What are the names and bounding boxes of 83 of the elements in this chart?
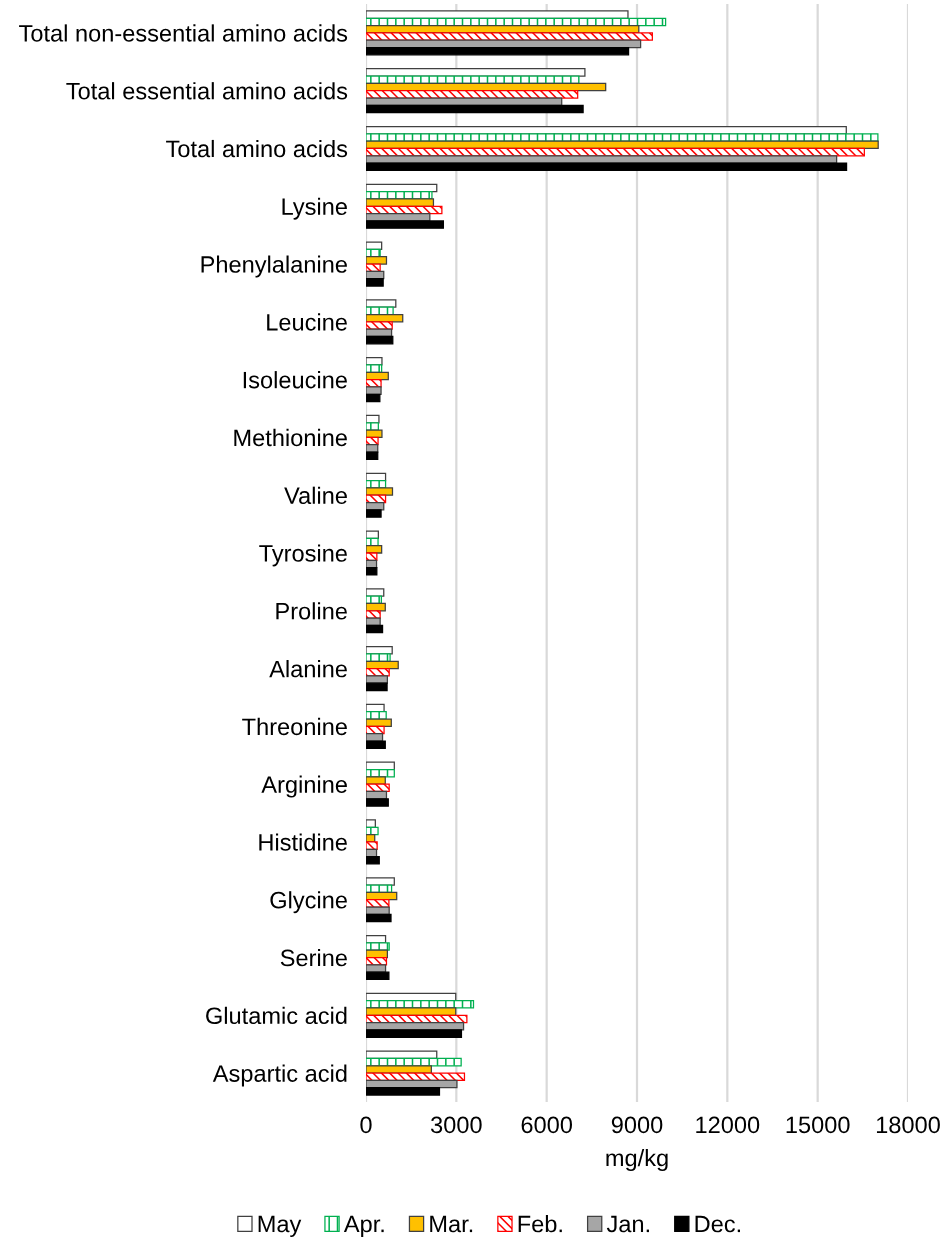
bar <box>366 1007 457 1016</box>
bar <box>366 552 378 561</box>
legend-label: Jan. <box>606 1215 649 1233</box>
y-tick-label: Aspartic acid <box>212 1064 347 1087</box>
bar <box>366 841 378 850</box>
bar <box>366 819 376 828</box>
y-tick-label: Glutamic acid <box>206 1006 347 1025</box>
bar <box>366 263 381 272</box>
x-tick-label: 3000 <box>430 1116 482 1134</box>
bar <box>366 162 848 172</box>
legend-label: May <box>258 1215 302 1238</box>
bar <box>366 718 392 727</box>
y-tick-label: Valine <box>284 486 347 504</box>
bar <box>366 776 386 785</box>
y-tick-label: Lysine <box>282 197 347 220</box>
y-tick-label: Alanine <box>269 660 347 678</box>
bar <box>366 10 629 19</box>
bar <box>366 321 393 330</box>
bar <box>366 682 388 692</box>
y-tick-label: Glycine <box>270 891 347 914</box>
x-tick-label: 12000 <box>696 1116 760 1134</box>
y-tick-label: Total essential amino acids <box>66 82 348 100</box>
y-tick-label: Histidine <box>259 833 347 851</box>
y-tick-label: Threonine <box>242 717 347 736</box>
legend-label: Feb. <box>518 1214 562 1233</box>
bar <box>366 241 383 251</box>
y-tick-label: Arginine <box>261 775 347 798</box>
legend-label: Dec. <box>695 1215 741 1233</box>
legend-label: Apr. <box>343 1215 384 1238</box>
bar <box>366 913 392 923</box>
bar <box>366 386 382 395</box>
y-tick-label: Proline <box>276 602 347 620</box>
bar <box>366 393 381 403</box>
bar <box>366 299 397 308</box>
y-tick-label: Methionine <box>234 428 347 447</box>
bar <box>366 487 394 496</box>
bar <box>366 104 584 114</box>
bar <box>366 220 445 229</box>
y-tick-label: Total non-essential amino acids <box>19 24 348 42</box>
bar <box>366 46 630 56</box>
bar <box>366 740 386 749</box>
y-tick-label: Serine <box>280 948 347 967</box>
bar <box>366 1029 463 1038</box>
x-tick-label: 6000 <box>521 1116 573 1134</box>
bar <box>366 1087 441 1096</box>
bar <box>366 971 390 981</box>
bar <box>366 855 380 865</box>
bar <box>366 617 381 627</box>
bar <box>366 509 382 518</box>
y-tick-label: Leucine <box>267 313 347 331</box>
y-tick-label: Tyrosine <box>259 544 347 567</box>
y-tick-label: Total amino acids <box>166 139 348 158</box>
x-tick-label: 0 <box>360 1116 372 1134</box>
bar <box>366 964 387 973</box>
bar <box>366 364 383 373</box>
x-tick-label: 15000 <box>786 1116 850 1134</box>
bar <box>366 278 384 287</box>
bar <box>366 335 394 345</box>
x-tick-label: 9000 <box>611 1116 663 1134</box>
bar <box>366 1072 466 1082</box>
bar <box>366 97 563 106</box>
bar <box>366 798 389 807</box>
bar <box>366 675 389 684</box>
bar <box>366 530 379 539</box>
legend-label: Mar. <box>430 1215 473 1233</box>
y-tick-label: Phenylalanine <box>201 255 347 278</box>
x-tick-label: 18000 <box>876 1116 940 1134</box>
bar <box>366 595 382 605</box>
bar <box>366 624 384 634</box>
bar <box>366 906 390 916</box>
x-axis-title: mg/kg <box>606 1149 668 1172</box>
bar <box>366 567 378 576</box>
bar <box>366 451 379 461</box>
bar <box>366 133 879 142</box>
bar <box>366 75 580 84</box>
y-tick-label: Isoleucine <box>243 371 347 389</box>
bar <box>366 653 391 662</box>
bar <box>366 198 435 207</box>
bar <box>366 884 393 894</box>
bar <box>366 1050 438 1060</box>
bar <box>366 942 390 951</box>
bar <box>366 32 653 41</box>
bar <box>366 429 383 439</box>
